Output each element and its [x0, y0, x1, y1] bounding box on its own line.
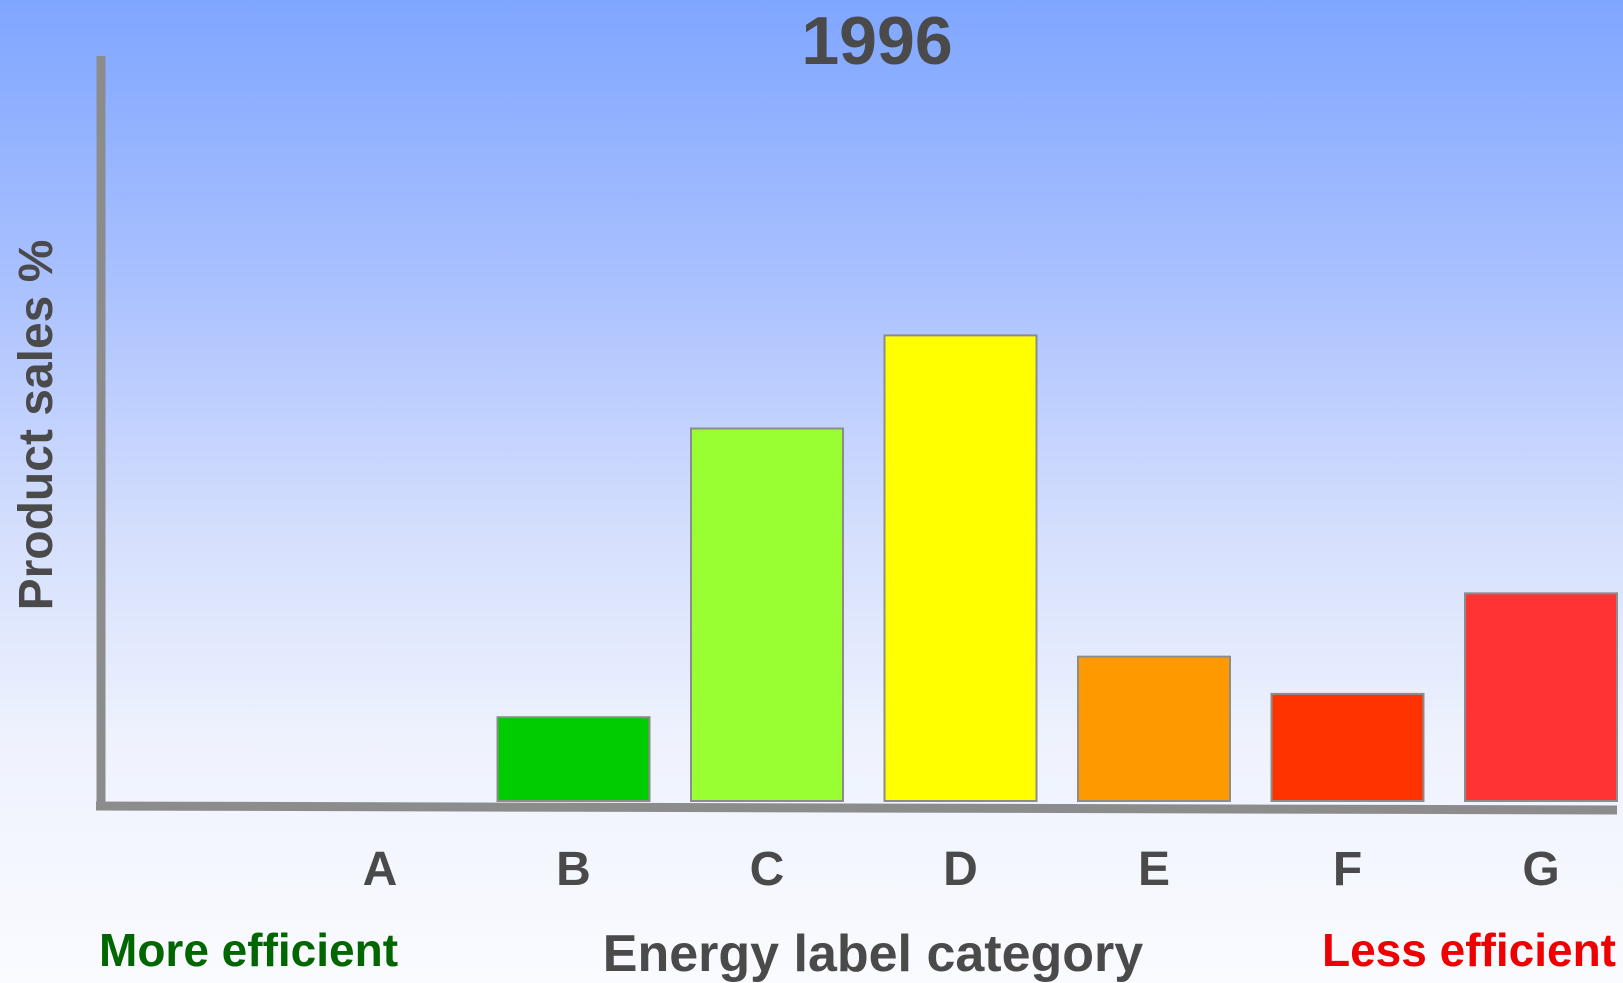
x-tick-labels: A B C D E F G: [363, 843, 1560, 896]
x-tick-b: B: [556, 843, 591, 896]
chart-title: 1996: [801, 3, 952, 79]
bar-d: [883, 334, 1038, 802]
x-tick-f: F: [1333, 843, 1362, 896]
bar-f: [1270, 692, 1425, 802]
x-tick-d: D: [943, 843, 978, 896]
x-axis: [95, 801, 1618, 815]
bar-e: [1077, 655, 1231, 802]
x-tick-c: C: [750, 843, 785, 896]
bar-g: [1464, 592, 1618, 802]
bar-group: [496, 334, 1618, 802]
more-efficient-label: More efficient: [99, 924, 398, 976]
bar-b: [496, 716, 651, 802]
x-tick-a: A: [363, 843, 398, 896]
x-axis-label: Energy label category: [603, 925, 1144, 983]
x-tick-e: E: [1138, 843, 1170, 896]
less-efficient-label: Less efficient: [1322, 924, 1616, 976]
x-tick-g: G: [1522, 843, 1559, 896]
bar-c: [690, 427, 844, 802]
y-axis-label: Product sales %: [10, 240, 63, 611]
